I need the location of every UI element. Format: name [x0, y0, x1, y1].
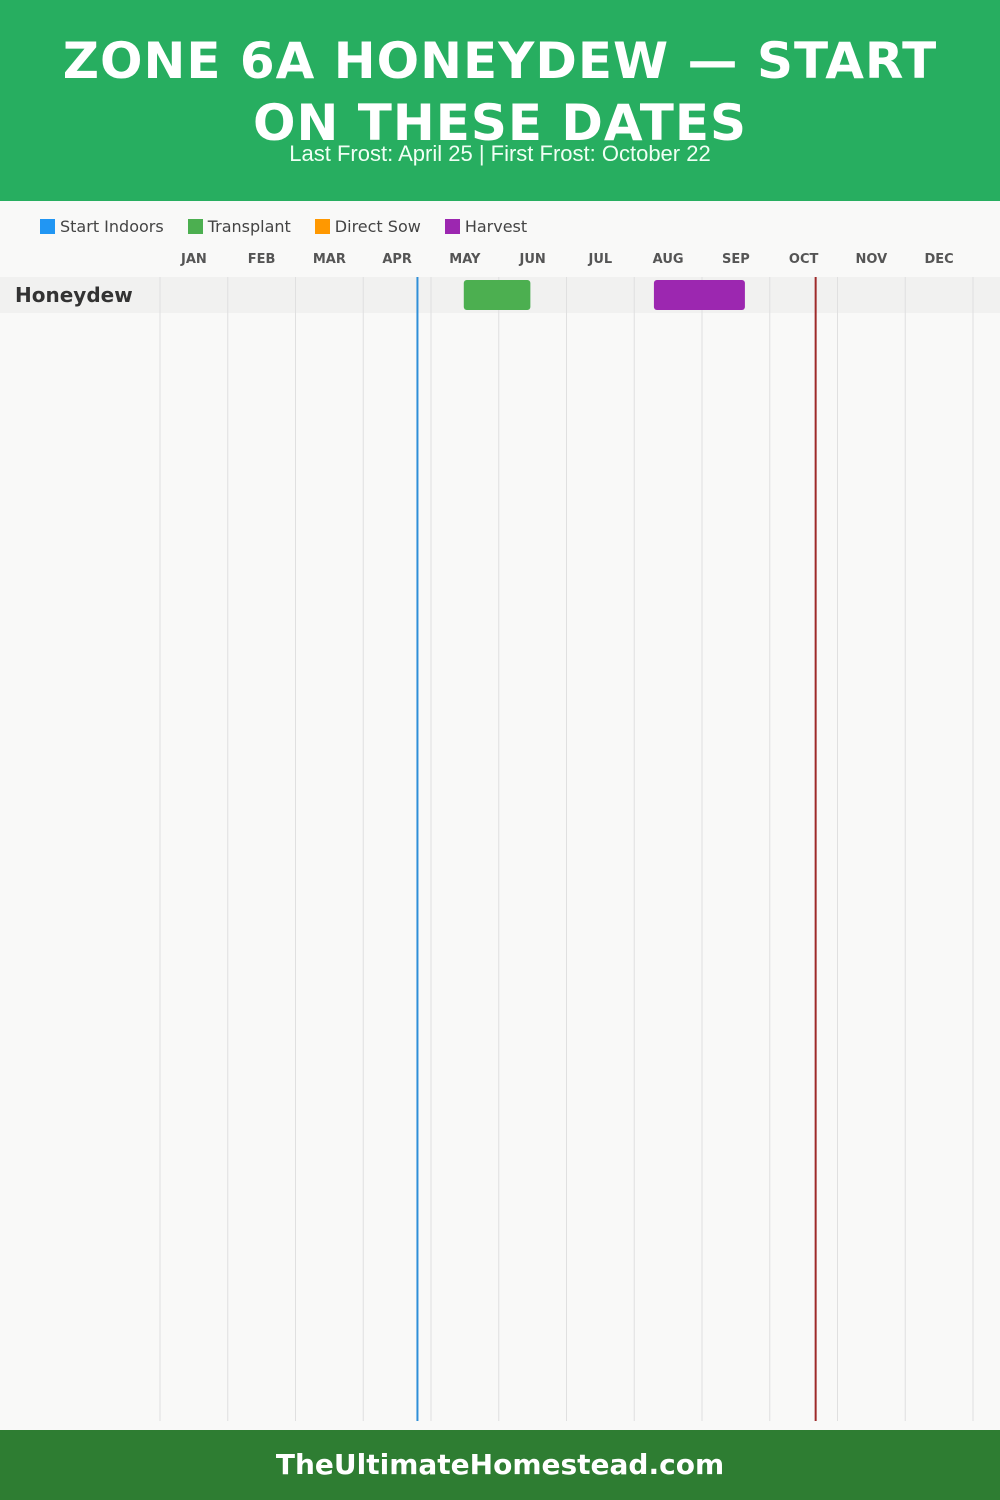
frost-dates-subtitle: Last Frost: April 25 | First Frost: Octo… — [289, 141, 711, 166]
legend-item-transplant: Transplant — [187, 216, 291, 236]
month-label-feb: FEB — [248, 252, 276, 267]
legend-swatch — [187, 218, 203, 234]
legend-item-direct-sow: Direct Sow — [314, 216, 421, 236]
crop-label: Honeydew — [15, 283, 133, 307]
month-label-aug: AUG — [653, 252, 684, 267]
harvest-bar — [653, 280, 745, 310]
legend-item-harvest: Harvest — [444, 216, 528, 236]
footer-site-link[interactable]: TheUltimateHomestead.com — [275, 1448, 725, 1481]
month-label-oct: OCT — [789, 252, 819, 267]
planting-calendar-chart: JAN FEB MAR APR MAY JUN JUL AUG SEP OCT NOV DEC Hone… — [0, 252, 1000, 1421]
header-banner: Zone 6A Honeydew — Start on These Dates … — [0, 0, 1000, 201]
legend-swatch — [314, 218, 330, 234]
legend-label: Harvest — [464, 216, 528, 236]
legend-label: Direct Sow — [334, 216, 421, 236]
legend-swatch — [444, 218, 460, 234]
month-label-jan: JAN — [180, 252, 207, 267]
month-label-mar: MAR — [313, 252, 346, 267]
page-title: Zone 6A Honeydew — Start on These Dates — [62, 32, 938, 152]
month-label-nov: NOV — [856, 252, 888, 267]
month-label-jun: JUN — [518, 252, 545, 267]
legend-label: Start Indoors — [60, 216, 164, 236]
legend: Start Indoors Transplant Direct Sow Harv… — [40, 214, 551, 238]
footer: TheUltimateHomestead.com — [0, 1430, 1000, 1500]
month-label-sep: SEP — [722, 252, 750, 267]
month-label-dec: DEC — [925, 252, 954, 267]
legend-label: Transplant — [207, 216, 291, 236]
month-label-jul: JUL — [588, 252, 613, 267]
legend-item-start-indoors: Start Indoors — [40, 217, 164, 236]
month-label-may: MAY — [449, 252, 481, 267]
legend-swatch — [40, 218, 55, 234]
transplant-bar — [463, 280, 531, 310]
month-label-apr: APR — [382, 252, 412, 267]
